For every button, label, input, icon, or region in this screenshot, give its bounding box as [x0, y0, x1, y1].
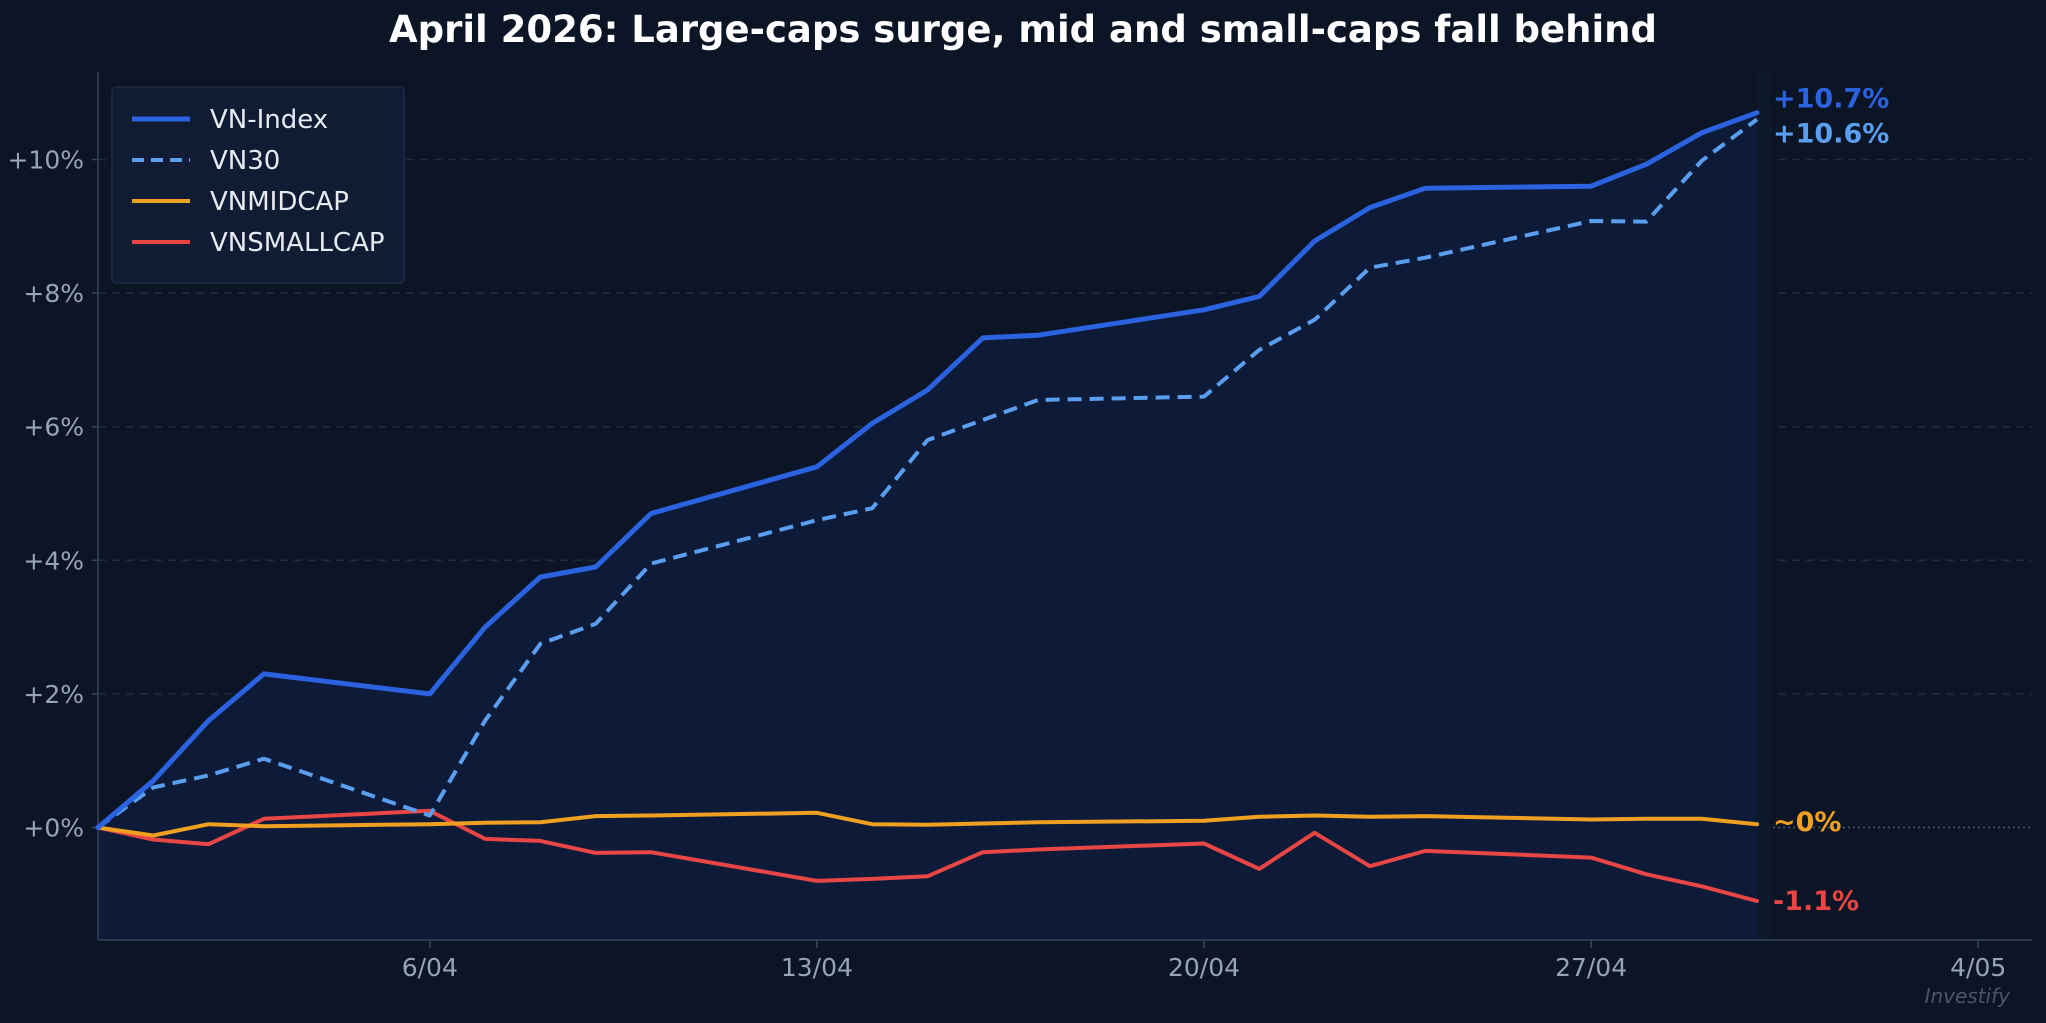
x-tick-label: 13/04 — [781, 953, 853, 982]
y-tick-label: +2% — [23, 680, 84, 709]
end-label-vnsmallcap: -1.1% — [1773, 886, 1859, 917]
legend-box — [111, 86, 405, 284]
legend-label-vn-index: VN-Index — [210, 105, 328, 135]
legend-label-vnmidcap: VNMIDCAP — [210, 187, 349, 217]
end-labels: +10.7%+10.6% ~0% -1.1% — [1773, 84, 1889, 917]
series-line-vnmidcap — [96, 810, 1759, 838]
x-tick-label: 20/04 — [1168, 953, 1240, 982]
x-tick-label: 4/05 — [1950, 953, 2006, 982]
y-tick-label: +6% — [23, 413, 84, 442]
vn-index-area — [98, 112, 1757, 942]
area-fill — [98, 72, 1771, 942]
y-tick-label: +8% — [23, 279, 84, 308]
watermark: Investify — [1925, 984, 2012, 1008]
x-tick-label: 6/04 — [402, 953, 458, 982]
legend-label-vnsmallcap: VNSMALLCAP — [210, 228, 385, 258]
series-line-vn30 — [96, 117, 1759, 830]
y-tick-label: +4% — [23, 546, 84, 575]
end-label-vn-index: +10.7% — [1773, 84, 1889, 115]
series-lines — [95, 110, 1760, 903]
series-line-vnsmallcap — [96, 808, 1759, 903]
y-tick-label: +10% — [7, 146, 84, 175]
y-tick-label: +0% — [23, 814, 84, 843]
legend: VN-Index VN30 VNMIDCAP VNSMALLCAP — [111, 86, 405, 284]
end-label-vnmidcap: ~0% — [1773, 807, 1841, 838]
legend-label-vn30: VN30 — [210, 146, 280, 176]
chart-title: April 2026: Large-caps surge, mid and sm… — [389, 8, 1657, 51]
series-line-vn-index — [95, 110, 1760, 830]
end-label-vn30: +10.6% — [1773, 118, 1889, 149]
end-shade — [1757, 72, 1771, 940]
axes: +0% +2% +4% +6% +8% +10% 6/04 13/04 20/04 27/04 4/… — [7, 72, 2032, 982]
x-tick-label: 27/04 — [1555, 953, 1627, 982]
